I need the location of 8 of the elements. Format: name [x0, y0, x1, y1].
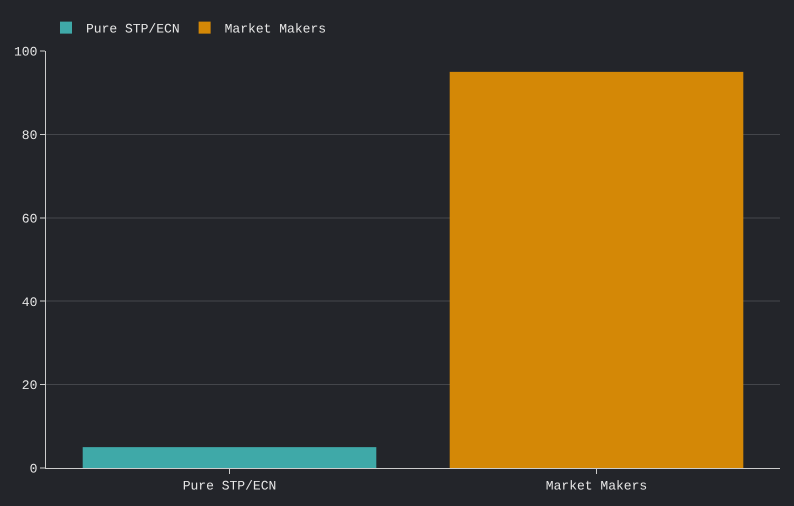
y-tick-label: 20: [22, 378, 38, 394]
legend-label: Pure STP/ECN: [86, 22, 180, 37]
y-tick-label: 80: [22, 128, 38, 143]
legend-label: Market Makers: [224, 22, 326, 37]
y-tick-label: 0: [30, 462, 38, 477]
y-tick-label: 40: [22, 294, 38, 310]
y-tick-label: 100: [14, 44, 38, 60]
y-tick-label: 60: [22, 211, 38, 226]
